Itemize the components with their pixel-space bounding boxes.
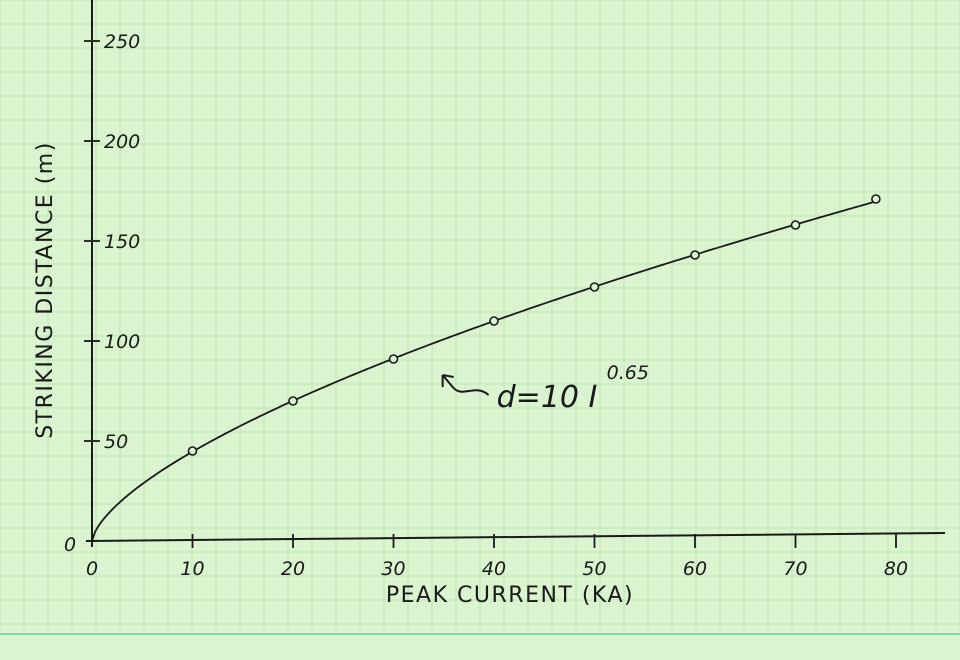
x-axis-title: PEAK CURRENT (KA): [386, 583, 634, 608]
x-tick-label: 30: [381, 558, 405, 580]
data-point: [690, 250, 700, 260]
data-point: [489, 316, 499, 326]
fit-curve: [91, 200, 877, 542]
annotation-arrowhead: [441, 374, 454, 387]
annotation-exponent: 0.65: [607, 362, 649, 384]
y-tick-label: 200: [104, 131, 140, 153]
x-tick-label: 70: [783, 558, 807, 580]
y-tick-label: 250: [104, 31, 140, 53]
labels-layer: 0 10 20 30 40 50 60 70 80 0 50 100 150 200 250 PEAK CUR…: [33, 31, 908, 608]
data-point: [187, 446, 198, 456]
data-point: [288, 396, 298, 406]
y-tick-label: 150: [104, 231, 140, 253]
y-tick-label: 100: [104, 331, 140, 353]
annotation-formula: d=10 I: [497, 380, 598, 415]
x-axis-line: [85, 532, 946, 542]
x-tick-label: 80: [884, 558, 908, 580]
y-axis-title: STRIKING DISTANCE (m): [33, 141, 58, 439]
x-tick-label: 0: [86, 558, 98, 580]
data-point: [388, 354, 399, 364]
data-point: [871, 194, 881, 204]
grid-layer: [0, 0, 960, 630]
y-tick-label: 50: [104, 431, 128, 453]
data-point: [790, 220, 801, 230]
y-tick-label: 0: [64, 534, 76, 556]
annotation-arrow: [441, 374, 490, 396]
annotation-layer: d=10 I 0.65: [441, 362, 649, 415]
curve-layer: [91, 200, 877, 542]
x-tick-label: 50: [582, 558, 606, 580]
x-tick-label: 10: [180, 558, 204, 580]
axes-layer: [84, 0, 946, 548]
points-layer: [187, 194, 881, 456]
x-tick-label: 60: [683, 558, 707, 580]
data-point: [589, 282, 600, 292]
x-tick-label: 20: [281, 558, 305, 580]
x-tick-label: 40: [482, 558, 506, 580]
